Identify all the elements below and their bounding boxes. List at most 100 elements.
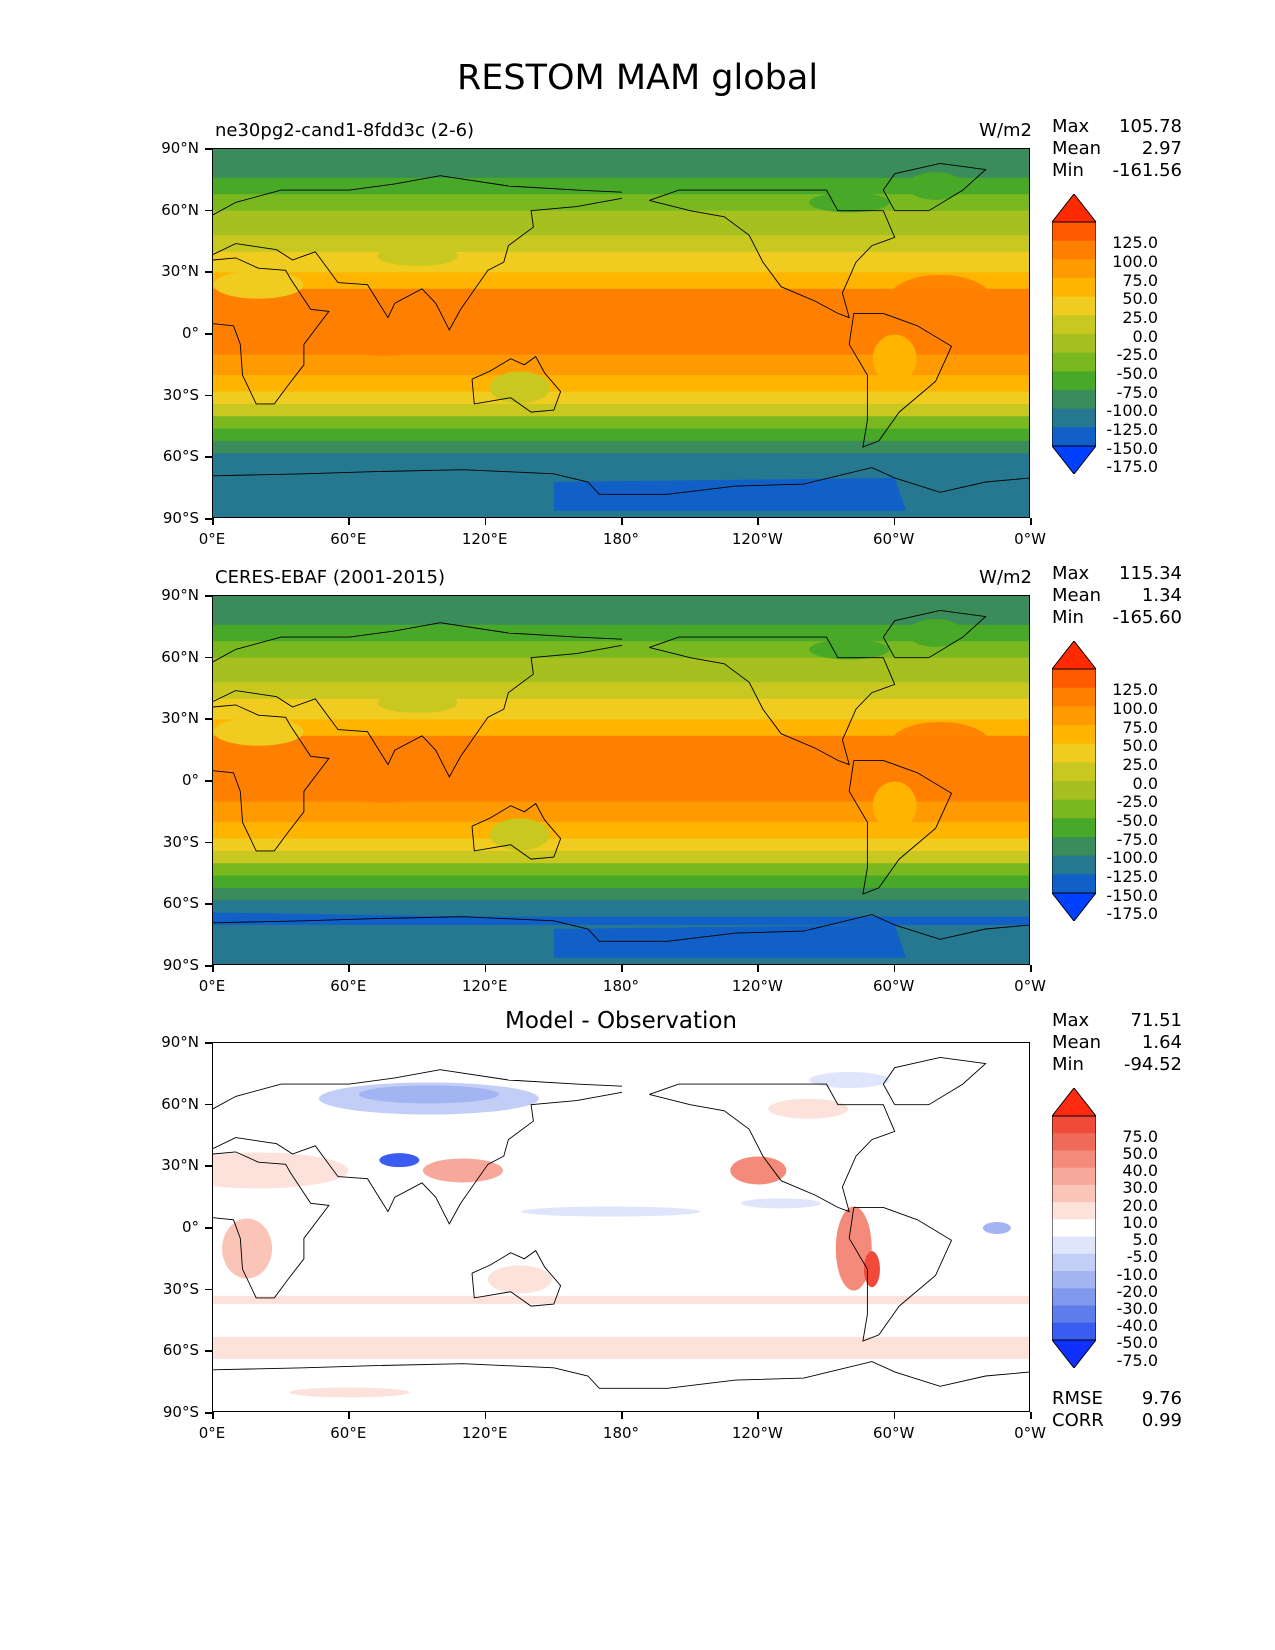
- colorbar-label: -50.0: [1116, 1333, 1158, 1353]
- y-tick-mark: [205, 1412, 212, 1414]
- africa-positive: [222, 1218, 273, 1279]
- stat-value: 115.34: [1119, 563, 1182, 584]
- x-tick-mark: [348, 518, 350, 525]
- stat-name: Min: [1052, 1054, 1084, 1075]
- colorbar-segment: [1052, 408, 1096, 428]
- y-tick-mark: [205, 1227, 212, 1229]
- stat-value: -165.60: [1112, 607, 1182, 628]
- amazon-patch: [872, 334, 917, 383]
- south-america-coastline: [848, 759, 953, 895]
- y-tick-mark: [205, 1165, 212, 1167]
- y-tick-label: 30°S: [162, 1279, 199, 1298]
- x-tick-mark: [621, 965, 623, 972]
- y-tick-mark: [205, 903, 212, 905]
- sahara-positive: [213, 1152, 349, 1189]
- colorbar-segment: [1052, 1236, 1096, 1255]
- southern-ocean-positive: [213, 1336, 1029, 1359]
- colorbar-segment: [1052, 334, 1096, 354]
- amazon-patch: [872, 781, 917, 830]
- zonal-band: [213, 887, 1029, 901]
- x-tick-mark: [348, 965, 350, 972]
- atlantic-negative: [982, 1222, 1011, 1234]
- y-tick-label: 60°S: [162, 447, 199, 466]
- x-tick-mark: [212, 965, 214, 972]
- canada-patch: [809, 639, 890, 660]
- panel-units: W/m2: [979, 567, 1032, 588]
- colorbar-segment: [1052, 259, 1096, 279]
- indian-ocean-warm: [313, 299, 454, 356]
- colorbar-segment: [1052, 427, 1096, 447]
- stat-name: Mean: [1052, 138, 1102, 159]
- x-tick-label: 0°W: [1014, 1424, 1046, 1442]
- africa-coastline: [213, 257, 330, 405]
- colorbar-label: 25.0: [1122, 308, 1158, 327]
- y-tick-mark: [205, 518, 212, 520]
- zonal-band: [213, 272, 1029, 290]
- colorbar-segment: [1052, 352, 1096, 372]
- tibet-patch: [377, 692, 458, 713]
- zonal-band: [213, 440, 1029, 454]
- eurasia-coastline: [213, 644, 623, 778]
- y-tick-mark: [205, 1042, 212, 1044]
- colorbar-extend-max: [1050, 1087, 1098, 1117]
- stat-max: Max 71.51: [1052, 1010, 1182, 1032]
- colorbar-segment: [1052, 1305, 1096, 1324]
- y-tick-label: 0°: [181, 771, 199, 789]
- zonal-band: [213, 682, 1029, 700]
- panel-title-center: Model - Observation: [504, 1008, 738, 1034]
- x-tick-label: 180°: [602, 977, 640, 995]
- y-tick-label: 0°: [181, 324, 199, 342]
- colorbar-segment: [1052, 371, 1096, 391]
- stat-name: Mean: [1052, 585, 1102, 606]
- x-tick-label: 180°: [602, 530, 640, 548]
- zonal-band: [213, 416, 1029, 430]
- zonal-band: [213, 641, 1029, 659]
- indian-ocean-warm: [313, 746, 454, 803]
- zonal-band: [213, 657, 1029, 683]
- y-tick-label: 60°N: [161, 200, 199, 219]
- colorbar-label: 100.0: [1112, 252, 1158, 271]
- x-tick-label: 120°E: [461, 1424, 508, 1442]
- australia-coastline: [471, 802, 562, 860]
- x-tick-mark: [893, 518, 896, 525]
- x-tick-mark: [1030, 965, 1032, 972]
- china-positive: [422, 1158, 503, 1183]
- south-america-coastline: [848, 1206, 953, 1342]
- stat-min: Min -94.52: [1052, 1054, 1182, 1076]
- x-tick-label: 0°E: [198, 530, 226, 548]
- y-tick-label: 30°N: [161, 709, 199, 728]
- x-tick-label: 60°W: [872, 1424, 915, 1442]
- x-tick-mark: [348, 1412, 350, 1419]
- colorbar-graphic: [1050, 193, 1098, 475]
- colorbar-segment: [1052, 818, 1096, 838]
- zonal-band: [213, 863, 1029, 877]
- antarctica-coastline: [213, 1361, 1029, 1389]
- colorbar-segment: [1052, 855, 1096, 875]
- australia-positive: [487, 1265, 552, 1294]
- y-tick-mark: [205, 333, 212, 335]
- colorbar-label: 0.0: [1132, 773, 1158, 793]
- x-tick-label: 180°: [602, 1424, 640, 1442]
- antarctic-low-patch: [553, 477, 907, 511]
- colorbar-label: 75.0: [1122, 1126, 1158, 1146]
- colorbar-label: -100.0: [1106, 848, 1158, 868]
- colorbar-label: 75.0: [1122, 270, 1158, 290]
- zonal-band: [213, 801, 1029, 823]
- colorbar-segment: [1052, 1253, 1096, 1272]
- antarctica-coastline: [213, 467, 1029, 495]
- colorbar-label: 50.0: [1122, 736, 1158, 756]
- stat-rmse: RMSE 9.76: [1052, 1388, 1182, 1410]
- greenland-patch: [907, 619, 964, 647]
- x-tick-mark: [484, 965, 487, 972]
- alaska-positive: [768, 1098, 849, 1119]
- stat-name: Min: [1052, 160, 1084, 181]
- colorbar-label: 0.0: [1132, 326, 1158, 346]
- eurasia-coastline: [213, 197, 623, 331]
- zonal-band: [213, 719, 1029, 737]
- y-tick-mark: [205, 1350, 212, 1352]
- colorbar-label: -50.0: [1116, 811, 1158, 830]
- colorbar-segment: [1052, 315, 1096, 335]
- stat-value: 2.97: [1141, 138, 1182, 159]
- tibet-negative: [379, 1153, 420, 1168]
- y-tick-mark: [205, 148, 212, 150]
